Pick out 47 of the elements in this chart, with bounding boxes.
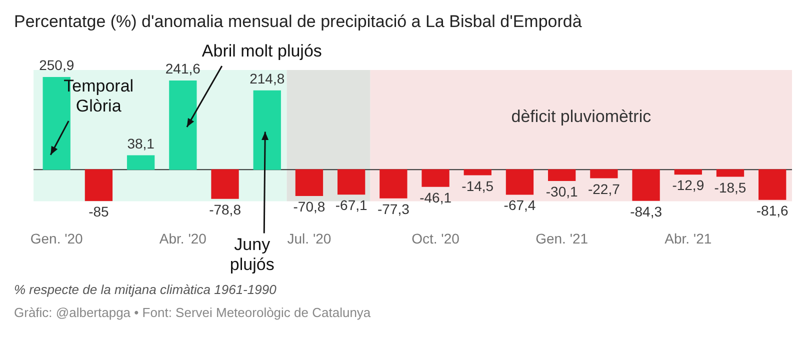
bar	[632, 169, 660, 201]
x-tick-label: Oct. '20	[412, 230, 460, 246]
text: Juny plujós	[230, 234, 274, 274]
bar	[380, 169, 408, 198]
bar	[590, 169, 618, 178]
data-label: -67,4	[504, 197, 536, 214]
x-tick-label: Gen. '21	[536, 230, 588, 246]
data-label: -46,1	[420, 189, 452, 206]
bar	[126, 155, 155, 170]
text: Gràfic: @albertapga • Font: Servei Meteorològic de Catalunya	[14, 305, 371, 320]
data-label: -77,3	[377, 200, 410, 217]
text: % respecte de la mitjana climàtica 1961-1990	[14, 282, 278, 297]
data-label: -12,9	[672, 177, 704, 194]
bar	[506, 169, 534, 195]
bar	[422, 169, 450, 187]
bar	[169, 80, 197, 170]
bar	[464, 169, 492, 176]
bar	[548, 169, 576, 181]
data-label: -22,7	[588, 180, 620, 197]
data-label: -67,1	[335, 197, 368, 214]
bar	[295, 169, 324, 196]
x-tick-label: Jul. '20	[287, 230, 332, 246]
chart-title: Percentatge (%) d'anomalia mensual de precipitació a La Bisbal d'Empordà	[14, 12, 582, 32]
bar	[337, 169, 366, 195]
data-label: -70,8	[293, 198, 326, 214]
x-tick-label: Abr. '21	[664, 230, 712, 246]
data-label: 38,1	[127, 135, 155, 152]
data-label: -84,3	[630, 203, 662, 220]
data-label: -81,6	[756, 202, 789, 218]
bar	[674, 169, 702, 175]
data-label: 214,8	[250, 70, 285, 87]
bar	[716, 169, 744, 177]
x-tick-label: Gen. '20	[30, 230, 84, 246]
data-label: -18,5	[714, 179, 746, 196]
x-tick-label: Abr. '20	[159, 230, 207, 246]
bar	[211, 169, 239, 199]
data-label: -78,8	[209, 201, 242, 218]
data-label: 241,6	[165, 60, 201, 77]
bar	[84, 169, 113, 202]
bar	[253, 90, 281, 170]
data-label: -30,1	[546, 184, 578, 200]
bar	[758, 169, 786, 200]
data-label: 250,9	[39, 57, 74, 74]
data-label: -85	[88, 204, 110, 220]
text: Abril molt plujós	[202, 42, 322, 61]
band-label: dèficit pluviomètric	[511, 106, 652, 126]
data-label: -14,5	[462, 178, 494, 194]
